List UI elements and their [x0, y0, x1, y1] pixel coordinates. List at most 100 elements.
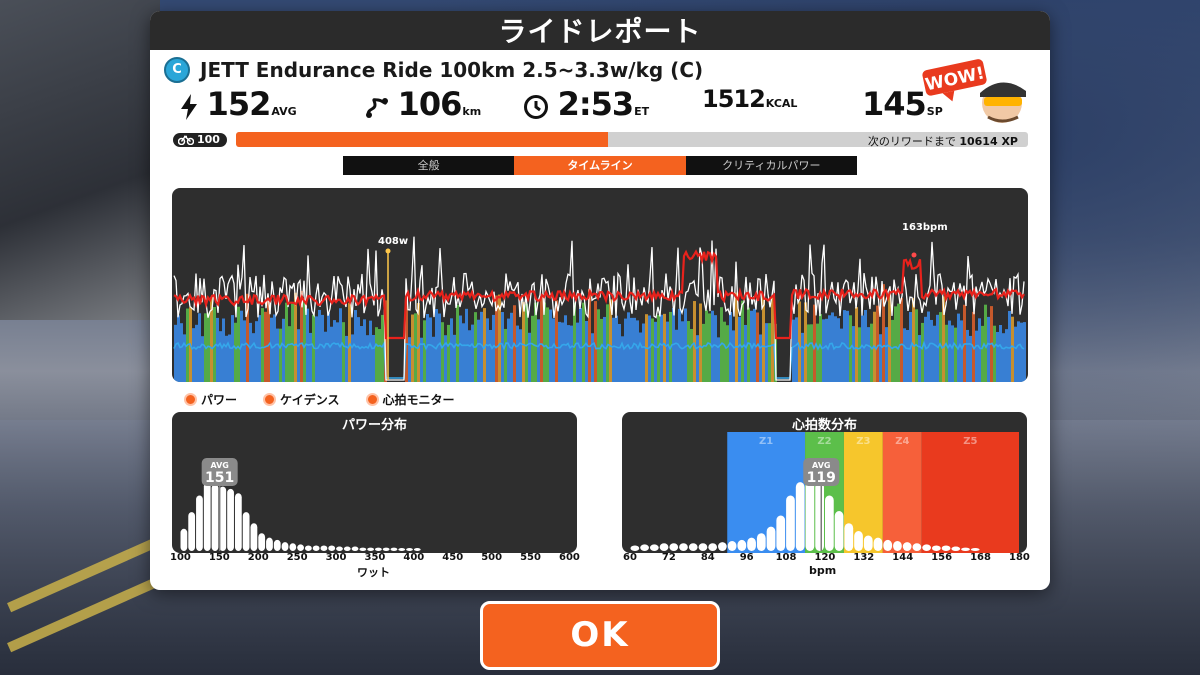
axis-tick-label: 96 [739, 552, 754, 563]
histogram-bar [776, 515, 786, 551]
histogram-bar [406, 548, 413, 551]
axis-tick-label: 450 [442, 552, 464, 563]
legend-dot [184, 393, 197, 406]
axis-tick-label: 150 [208, 552, 230, 563]
legend-power[interactable]: パワー [184, 391, 237, 408]
histogram-bar [328, 545, 336, 551]
histogram-bar [180, 528, 188, 551]
histogram-bar [219, 486, 227, 551]
power-axis-title: ワット [357, 566, 390, 579]
stat-time-unit: ET [634, 105, 650, 118]
hr-zone-label: Z5 [963, 436, 977, 447]
histogram-bar [815, 482, 824, 551]
report-tabs: 全般 タイムライン クリティカルパワー [343, 156, 857, 175]
histogram-bar [234, 493, 242, 551]
histogram-bar [211, 484, 219, 551]
stat-time-value: 2:53 [557, 85, 635, 123]
hr-zone-4 [882, 432, 922, 553]
tab-critical-power[interactable]: クリティカルパワー [722, 159, 821, 172]
next-reward-xp: 10614 XP [959, 135, 1018, 147]
histogram-bar [382, 547, 390, 551]
histogram-bar [863, 535, 873, 551]
histogram-bar [825, 495, 834, 551]
page-title: ライドレポート [150, 11, 1050, 50]
hr-zone-label: Z4 [895, 436, 909, 447]
stat-distance-unit: km [462, 105, 482, 118]
histogram-bar [747, 537, 756, 551]
axis-tick-label: 156 [931, 552, 953, 563]
legend-dot [263, 393, 277, 406]
category-badge: C [164, 57, 190, 83]
mascot-avatar: WOW! [922, 59, 1026, 123]
histogram-bar [258, 533, 266, 551]
histogram-bar [902, 542, 912, 551]
clock-icon [524, 95, 548, 119]
timeline-svg: 408w 163bpm [173, 222, 1026, 382]
legend-hr-label: 心拍モニター [382, 393, 455, 407]
histogram-bar [679, 543, 688, 551]
avg-badge [803, 458, 840, 486]
histogram-bar [961, 547, 970, 551]
histogram-bar [273, 539, 281, 551]
axis-tick-label: 300 [325, 552, 347, 563]
axis-tick-label: 108 [775, 552, 797, 563]
stat-sport-points: 145SP [862, 85, 943, 125]
histogram-bar [320, 545, 328, 551]
axis-tick-label: 550 [520, 552, 541, 563]
histogram-bar [630, 545, 640, 551]
axis-tick-label: 144 [892, 552, 914, 563]
hr-zone-label: Z2 [817, 436, 831, 447]
histogram-bar [718, 542, 727, 551]
axis-tick-label: 132 [853, 552, 875, 563]
hr-zone-label: Z1 [759, 436, 773, 447]
histogram-bar [912, 543, 922, 551]
histogram-bar [873, 537, 883, 551]
tab-overview[interactable]: 全般 [417, 159, 440, 172]
axis-tick-label: 84 [700, 552, 715, 563]
histogram-bar [922, 544, 931, 551]
axis-tick-label: 350 [364, 552, 386, 563]
axis-tick-label: 180 [1009, 552, 1030, 563]
ride-title: JETT Endurance Ride 100km 2.5~3.3w/kg (C… [200, 58, 704, 82]
histogram-bar [413, 548, 421, 551]
stat-calories: 1512KCAL [702, 85, 797, 125]
stat-calories-value: 1512 [702, 85, 766, 113]
histogram-bar [289, 543, 297, 551]
ok-button[interactable]: OK [480, 601, 720, 670]
heart-rate-line [173, 249, 1025, 340]
hr-peak-label: 163bpm [902, 222, 948, 233]
histogram-bar [398, 548, 406, 551]
histogram-bar [844, 523, 854, 551]
xp-progress-bar: 次のリワードまで 10614 XP [236, 132, 1028, 147]
axis-tick-label: 500 [481, 552, 503, 563]
tab-timeline[interactable]: タイムライン [514, 156, 686, 175]
stat-distance: 106km [365, 85, 481, 125]
background-rock [0, 0, 160, 320]
histogram-bar [281, 542, 289, 551]
histogram-bar [883, 539, 893, 551]
histogram-bar [227, 488, 234, 551]
histogram-bar [343, 546, 351, 551]
next-reward-text: 次のリワードまで 10614 XP [868, 133, 1018, 147]
legend-cadence[interactable]: ケイデンス [263, 391, 340, 408]
stat-power-unit: AVG [271, 105, 297, 118]
chart-legend: パワー ケイデンス 心拍モニター [184, 391, 455, 408]
axis-tick-label: 120 [814, 552, 836, 563]
stat-sp-value: 145 [862, 85, 927, 123]
axis-tick-label: 60 [623, 552, 637, 563]
histogram-bar [834, 511, 844, 551]
stat-power-value: 152 [206, 85, 272, 123]
histogram-bar [854, 531, 863, 551]
legend-cadence-label: ケイデンス [280, 393, 340, 407]
route-icon [366, 98, 388, 118]
histogram-bar [970, 548, 980, 551]
histogram-bar [367, 547, 374, 551]
histogram-bar [737, 539, 747, 551]
histogram-bar [196, 495, 203, 551]
stat-distance-value: 106 [397, 85, 463, 123]
lightning-icon [181, 94, 197, 120]
histogram-bar [766, 526, 776, 551]
stat-sp-unit: SP [926, 105, 943, 118]
legend-heart-rate[interactable]: 心拍モニター [365, 391, 455, 408]
